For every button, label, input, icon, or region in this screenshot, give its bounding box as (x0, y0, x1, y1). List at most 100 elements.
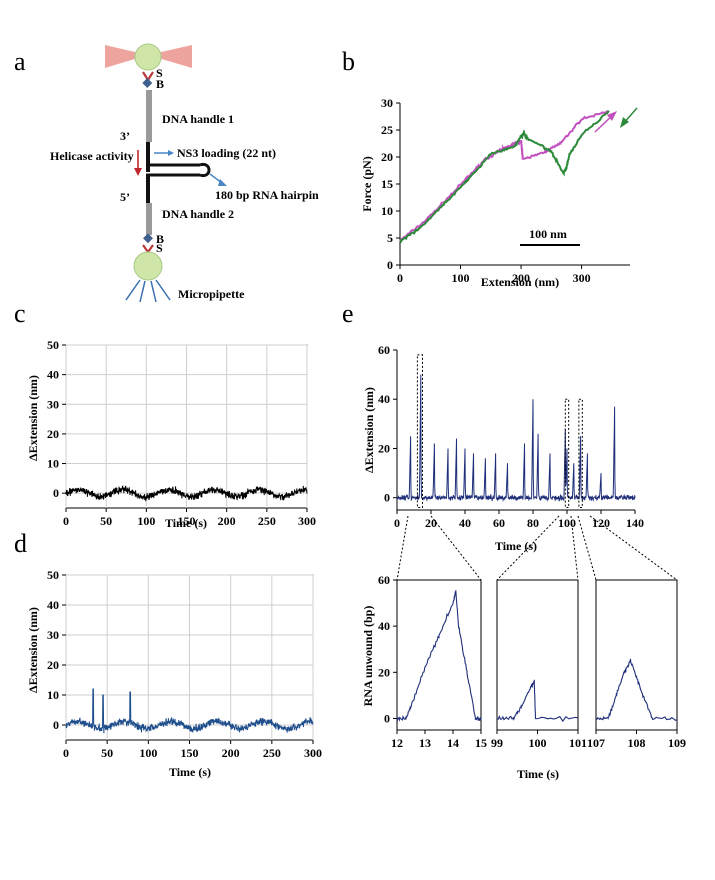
plot-b-series-1 (399, 110, 610, 244)
laser-beam-left (105, 45, 148, 68)
laser-beam-right (148, 45, 192, 68)
end-5-label: 5’ (120, 190, 130, 204)
zoom-box-2 (578, 398, 583, 509)
schematic-a: S B DNA handle 1 3’ NS3 loading (22 nt) … (50, 43, 319, 303)
d-xtick-label: 200 (222, 746, 240, 760)
e3-xtick-label: 107 (587, 736, 605, 750)
panel-label-b: b (342, 47, 355, 76)
d-series-trace (65, 688, 314, 734)
e2-xtick-label: 100 (529, 736, 547, 750)
zoom-connectors (396, 515, 678, 581)
dna-handle-1-label: DNA handle 1 (162, 112, 234, 126)
panel-label-e: e (342, 299, 354, 328)
b-xtick-label: 0 (397, 271, 403, 285)
zoom-box-0 (416, 354, 423, 509)
e-xtick-label: 100 (558, 516, 576, 530)
c-ytick-label: 30 (47, 397, 59, 411)
hairpin-arrow-head-icon (218, 179, 227, 186)
d-xtick-label: 50 (101, 746, 113, 760)
e1-xtick-label: 13 (419, 736, 431, 750)
plot-e-series-trace (396, 374, 636, 503)
e1-ytick-label: 20 (378, 665, 390, 679)
d-ytick-label: 30 (47, 628, 59, 642)
e-xtick-label: 60 (493, 516, 505, 530)
e-ytick-label: 0 (384, 491, 390, 505)
e-xtick-label: 120 (592, 516, 610, 530)
e1-frame (396, 579, 482, 731)
b-ytick-label: 20 (381, 150, 393, 164)
plot-c-xlabel: Time (s) (165, 516, 207, 530)
c-ytick-label: 50 (47, 338, 59, 352)
pipette-bead (133, 251, 163, 281)
e-ytick-label: 60 (378, 343, 390, 357)
e-xtick-label: 80 (527, 516, 539, 530)
plot-d-ylabel: ΔExtension (nm) (26, 607, 40, 693)
biotin-bottom-icon (143, 233, 153, 244)
c-xtick-label: 300 (298, 514, 316, 528)
end-3-label: 3’ (120, 129, 130, 143)
zoom-connector-0 (396, 515, 409, 581)
e1-ytick-label: 40 (378, 619, 390, 633)
d-xtick-label: 150 (181, 746, 199, 760)
d-xtick-label: 250 (263, 746, 281, 760)
plot-e3-zoom: 107 108 109 (587, 579, 686, 750)
zoom-connector-3 (570, 515, 579, 581)
plot-e1-ylabel: RNA unwound (bp) (361, 606, 375, 707)
streptavidin-bottom-icon (142, 244, 154, 254)
c-series-trace (65, 485, 308, 502)
zoom-connector-1 (430, 515, 482, 581)
plot-e2-xlabel: Time (s) (517, 767, 559, 781)
e3-xtick-label: 109 (668, 736, 686, 750)
c-ytick-label: 0 (53, 486, 59, 500)
ns3-arrow-head-icon (168, 150, 174, 156)
e-xtick-label: 20 (425, 516, 437, 530)
plot-b-ylabel: Force (pN) (360, 156, 374, 211)
micropipette-label: Micropipette (178, 287, 245, 301)
b-xtick-label: 100 (452, 271, 470, 285)
e2-xtick-label: 101 (569, 736, 587, 750)
biotin-top-icon (142, 78, 153, 88)
c-xtick-label: 0 (63, 514, 69, 528)
helicase-label: Helicase activity (50, 149, 134, 163)
plot-c-ylabel: ΔExtension (nm) (26, 375, 40, 461)
c-ytick-label: 20 (47, 427, 59, 441)
e2-xtick-label: 99 (491, 736, 503, 750)
trap-bead (134, 43, 162, 71)
b-ytick-label: 0 (387, 258, 393, 272)
panel-label-d: d (14, 529, 27, 558)
e-xtick-label: 0 (394, 516, 400, 530)
scale-bar-label: 100 nm (529, 227, 567, 241)
e2-series-trace (496, 679, 579, 723)
e3-frame (595, 579, 678, 731)
b-xtick-label: 300 (573, 271, 591, 285)
hairpin-loop (199, 162, 211, 178)
plot-e-trace: ΔExtension (nm) Time (s) 0 20 40 60 80 100 120… (362, 343, 644, 553)
b-ytick-label: 5 (387, 231, 393, 245)
rna-strand-top (146, 142, 150, 172)
c-xtick-label: 250 (258, 514, 276, 528)
e-ytick-label: 40 (378, 392, 390, 406)
zoom-connector-4 (577, 515, 597, 581)
plot-b-arrow-down-head-icon (620, 117, 629, 128)
c-ytick-label: 10 (47, 457, 59, 471)
label-s-top: S (156, 66, 163, 80)
dna-handle-2-label: DNA handle 2 (162, 207, 234, 221)
c-xtick-label: 50 (100, 514, 112, 528)
plot-d-xlabel: Time (s) (169, 765, 211, 779)
d-xtick-label: 300 (304, 746, 322, 760)
c-xtick-label: 200 (218, 514, 236, 528)
plot-e2-zoom: Time (s) 99 100 101 (491, 579, 587, 781)
panel-label-a: a (14, 47, 26, 76)
c-ytick-label: 40 (47, 368, 59, 382)
micropipette-icon (125, 279, 171, 303)
plot-c-trace: ΔExtension (nm) Time (s) 0 50 100 150 200 250… (26, 338, 316, 530)
plot-e1-zoom: RNA unwound (bp) 12 13 14 15 0 20 40 60 (361, 573, 487, 750)
d-ytick-label: 0 (53, 718, 59, 732)
e1-ytick-label: 0 (384, 711, 390, 725)
e1-xtick-label: 15 (475, 736, 487, 750)
e-xtick-label: 40 (459, 516, 471, 530)
e1-xtick-label: 12 (391, 736, 403, 750)
helicase-arrow-head-icon (134, 168, 142, 176)
hairpin-label: 180 bp RNA hairpin (215, 188, 319, 202)
d-ytick-label: 10 (47, 688, 59, 702)
